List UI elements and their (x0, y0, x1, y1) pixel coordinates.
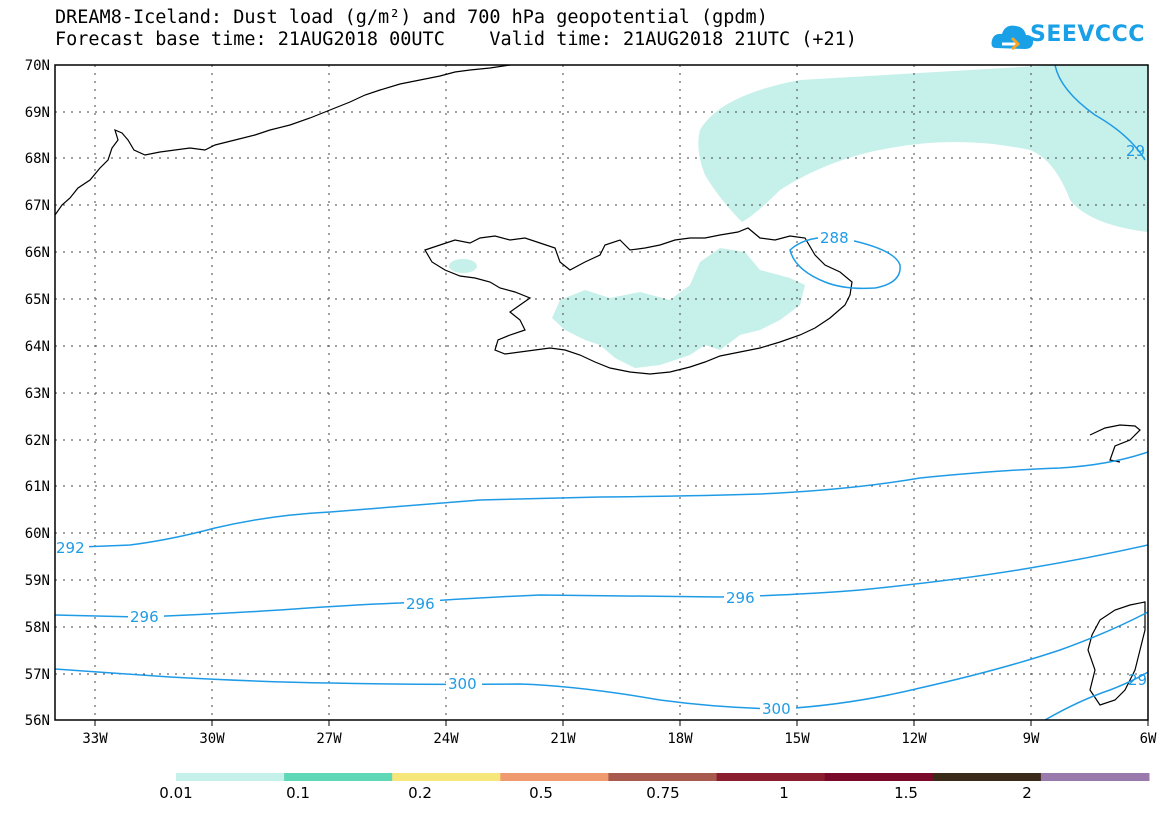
lon-label: 6W (1140, 731, 1157, 747)
colorbar-label: 0.1 (286, 784, 310, 802)
lon-label: 12W (901, 731, 927, 747)
colorbar-label: 1 (779, 784, 789, 802)
contour-label-300a: 300 (448, 675, 477, 693)
lat-axis-labels: 70N 69N 68N 67N 66N 65N 64N 63N 62N 61N … (25, 58, 50, 729)
contour-label-29-ne: 29 (1126, 142, 1145, 160)
faroe-coast (1089, 424, 1141, 463)
map-subtitle: Forecast base time: 21AUG2018 00UTC Vali… (55, 29, 857, 50)
lon-label: 24W (433, 731, 459, 747)
lat-label: 58N (25, 620, 50, 636)
lat-label: 65N (25, 292, 50, 308)
lat-label: 68N (25, 151, 50, 167)
colorbar-segment (500, 773, 609, 781)
colorbar-segment (932, 773, 1042, 781)
lat-label: 60N (25, 526, 50, 542)
lat-label: 62N (25, 433, 50, 449)
lat-label: 61N (25, 479, 50, 495)
colorbar-label: 0.75 (646, 784, 680, 802)
lon-label: 33W (82, 731, 108, 747)
lat-label: 64N (25, 339, 50, 355)
map-title: DREAM8-Iceland: Dust load (g/m²) and 700… (55, 7, 768, 28)
dust-iceland (552, 248, 805, 368)
greenland-coast (55, 65, 511, 216)
dust-west (449, 259, 477, 273)
lat-label: 56N (25, 713, 50, 729)
contour-label-292: 292 (56, 539, 85, 557)
lon-label: 21W (550, 731, 576, 747)
colorbar-segment (1040, 773, 1150, 781)
colorbar-label: 2 (1022, 784, 1032, 802)
cloud-icon (991, 25, 1034, 51)
contour-label-296a: 296 (130, 608, 159, 626)
contour-label-group: 292 296 296 296 300 300 288 29 29 (55, 142, 1147, 718)
contours (55, 65, 1148, 720)
plot-frame (54, 64, 1149, 721)
contour-label-29-se: 29 (1128, 671, 1147, 689)
contour-292 (55, 451, 1148, 549)
contour-label-296b: 296 (406, 595, 435, 613)
lon-label: 18W (667, 731, 693, 747)
colorbar-segment (824, 773, 934, 781)
colorbar (176, 773, 1150, 781)
lat-label: 70N (25, 58, 50, 74)
colorbar-segment (176, 773, 285, 781)
contour-ne (1054, 65, 1146, 161)
contour-300 (55, 611, 1148, 710)
dust-plume-north (698, 65, 1148, 232)
coastlines (55, 65, 1146, 706)
lon-axis-labels: 33W 30W 27W 24W 21W 18W 15W 12W 9W 6W (82, 731, 1157, 747)
lon-label: 9W (1023, 731, 1040, 747)
lon-label: 27W (316, 731, 342, 747)
scotland-coast (1087, 601, 1146, 706)
colorbar-label: 0.01 (159, 784, 193, 802)
lat-label: 69N (25, 105, 50, 121)
colorbar-segment (608, 773, 717, 781)
contour-label-288: 288 (820, 229, 849, 247)
contour-label-296c: 296 (726, 589, 755, 607)
lon-label: 15W (784, 731, 810, 747)
lat-label: 57N (25, 667, 50, 683)
grid (55, 65, 1148, 720)
tick-marks (94, 720, 1149, 726)
contour-296 (55, 544, 1148, 618)
colorbar-label: 0.2 (408, 784, 432, 802)
lat-label: 67N (25, 198, 50, 214)
logo-text: SEEVCCC (1030, 22, 1145, 47)
plot-area: 292 296 296 296 300 300 288 29 29 (55, 65, 1148, 720)
contour-300-se (1044, 671, 1148, 720)
lat-label: 59N (25, 573, 50, 589)
colorbar-segment (284, 773, 393, 781)
lat-label: 66N (25, 245, 50, 261)
contour-label-300b: 300 (762, 700, 791, 718)
colorbar-label: 0.5 (529, 784, 553, 802)
lon-label: 30W (199, 731, 225, 747)
colorbar-label: 1.5 (894, 784, 918, 802)
colorbar-segment (716, 773, 826, 781)
lat-label: 63N (25, 386, 50, 402)
iceland-coast (424, 227, 853, 375)
colorbar-segment (392, 773, 501, 781)
